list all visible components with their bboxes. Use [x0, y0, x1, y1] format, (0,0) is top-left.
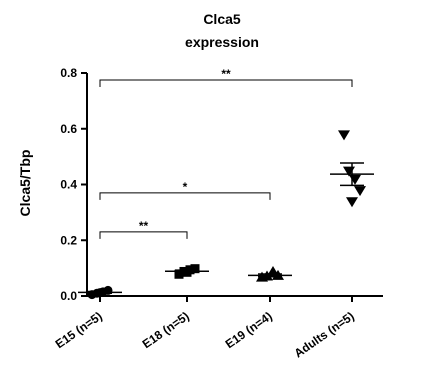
data-points: [87, 130, 366, 300]
y-tick-label: 0.4: [60, 178, 77, 192]
y-axis: 0.0 0.2 0.4 0.6 0.8: [60, 66, 88, 303]
data-point-square: [190, 264, 200, 274]
mean-sem-bars: [78, 162, 374, 294]
y-tick-label: 0.0: [60, 289, 77, 303]
significance-bracket: [99, 79, 353, 87]
x-tick-label: E18 (n=5): [140, 309, 192, 351]
data-point-triangle-down: [346, 197, 358, 208]
y-tick-label: 0.8: [60, 66, 77, 80]
chart-title: Clca5 expression: [185, 11, 259, 50]
x-axis: E15 (n=5) E18 (n=5) E19 (n=4) Adults (n=5): [53, 295, 383, 360]
y-tick-label: 0.2: [60, 233, 77, 247]
chart-title-line-1: Clca5: [203, 11, 241, 27]
data-point-triangle-down: [349, 174, 361, 185]
significance-label: **: [221, 67, 231, 81]
x-tick-label: Adults (n=5): [292, 309, 357, 360]
x-tick-label: E15 (n=5): [53, 309, 105, 351]
x-tick-label: E19 (n=4): [223, 309, 275, 351]
data-point-triangle-down: [354, 186, 366, 197]
data-point-square: [174, 269, 184, 279]
significance-label: **: [139, 219, 149, 233]
data-point-triangle-down: [338, 130, 350, 141]
significance-label: *: [183, 180, 188, 194]
significance-brackets: *****: [99, 67, 353, 239]
significance-bracket: [99, 231, 188, 239]
y-tick-label: 0.6: [60, 122, 77, 136]
chart-title-line-2: expression: [185, 34, 259, 50]
y-axis-label: Clca5/Tbp: [17, 150, 33, 217]
significance-bracket: [99, 192, 271, 200]
